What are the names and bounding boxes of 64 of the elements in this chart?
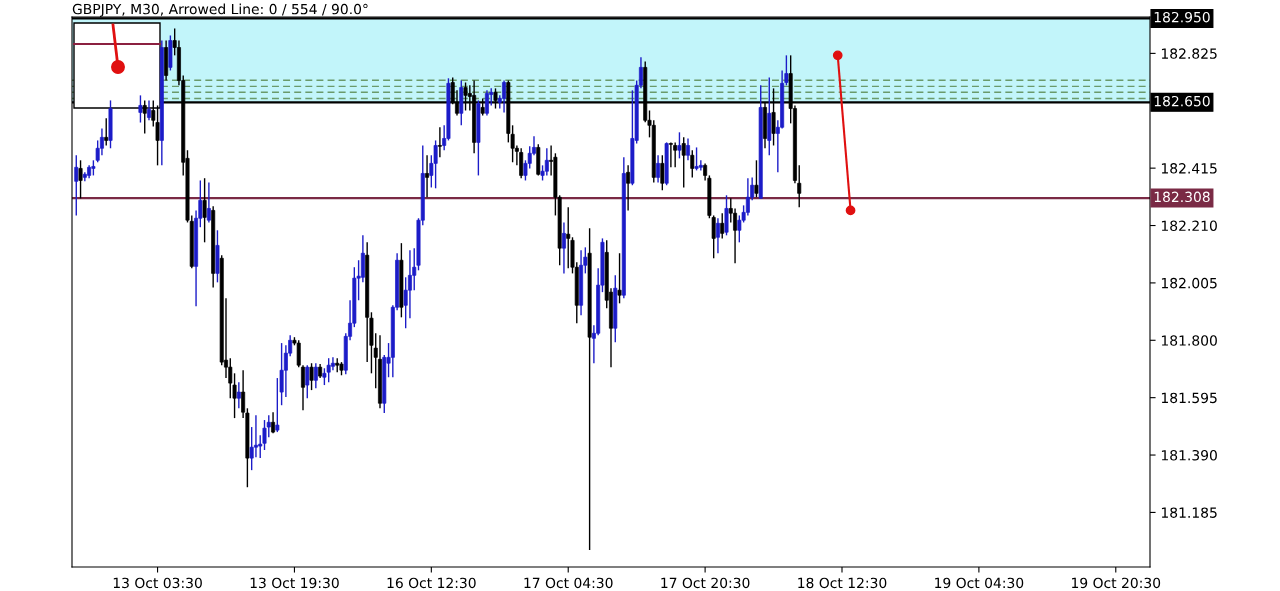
candlestick [698, 159, 703, 172]
candlestick [561, 221, 566, 275]
candlestick [305, 364, 310, 399]
y-tick-label: 182.210 [1161, 220, 1217, 231]
candlestick [720, 212, 725, 240]
y-tick-label: 181.390 [1161, 450, 1217, 461]
x-tick-label: 18 Oct 12:30 [798, 577, 887, 589]
candlestick [754, 159, 759, 198]
candlestick [715, 217, 720, 254]
candlestick [686, 137, 690, 162]
ref-line-label: 182.950 [1154, 11, 1210, 23]
ref-line-label: 182.308 [1154, 191, 1210, 203]
x-tick-label: 19 Oct 04:30 [935, 577, 1024, 589]
candlestick [202, 177, 207, 244]
y-tick-label: 181.595 [1161, 392, 1217, 404]
y-tick-label: 182.005 [1161, 277, 1217, 289]
candlestick [407, 249, 412, 319]
candlestick [673, 141, 678, 169]
y-tick-label: 181.800 [1161, 335, 1217, 346]
candlestick [617, 252, 622, 305]
candlestick [104, 117, 109, 147]
candlestick [138, 94, 143, 124]
candlestick [147, 99, 151, 121]
candlestick [677, 131, 682, 160]
candlestick [733, 207, 738, 265]
x-tick-label: 17 Oct 04:30 [524, 577, 613, 589]
candlestick [425, 154, 430, 198]
chart-title: GBPJPY, M30, Arrowed Line: 0 / 554 / 90.0° [72, 3, 368, 17]
candlestick [519, 147, 524, 179]
candlestick [656, 154, 661, 184]
candlestick [484, 89, 489, 117]
candlestick [797, 164, 802, 209]
candlestick [74, 154, 79, 217]
ref-line-label: 182.650 [1154, 95, 1210, 107]
y-tick-label: 181.185 [1161, 507, 1217, 518]
y-tick-label: 182.825 [1161, 48, 1217, 59]
y-tick-label: 182.415 [1161, 163, 1217, 174]
x-tick-label: 16 Oct 12:30 [387, 577, 476, 589]
candlestick [502, 79, 507, 114]
candlestick [437, 126, 442, 158]
candlestick [681, 136, 686, 189]
candlestick [668, 141, 673, 169]
candlestick [745, 177, 750, 217]
candlestick [724, 194, 729, 237]
x-tick-label: 17 Oct 20:30 [661, 577, 750, 589]
candlestick [433, 139, 438, 189]
candlestick [626, 164, 631, 212]
candlestick [309, 362, 314, 391]
candlestick [206, 181, 211, 224]
x-tick-label: 13 Oct 03:30 [113, 577, 202, 589]
x-tick-label: 19 Oct 20:30 [1072, 577, 1161, 589]
candlestick [694, 146, 699, 172]
candlestick [566, 206, 571, 270]
candlestick [544, 147, 549, 177]
candlestick [660, 154, 665, 191]
candlestick [313, 362, 318, 389]
candlestick [330, 356, 335, 371]
candlestick [236, 381, 241, 409]
candlestick [253, 414, 258, 458]
candlestick [78, 159, 83, 200]
candlestick [326, 357, 331, 383]
candlestick [690, 149, 695, 179]
x-tick-label: 13 Oct 19:30 [250, 577, 339, 589]
candlestick [784, 54, 789, 86]
